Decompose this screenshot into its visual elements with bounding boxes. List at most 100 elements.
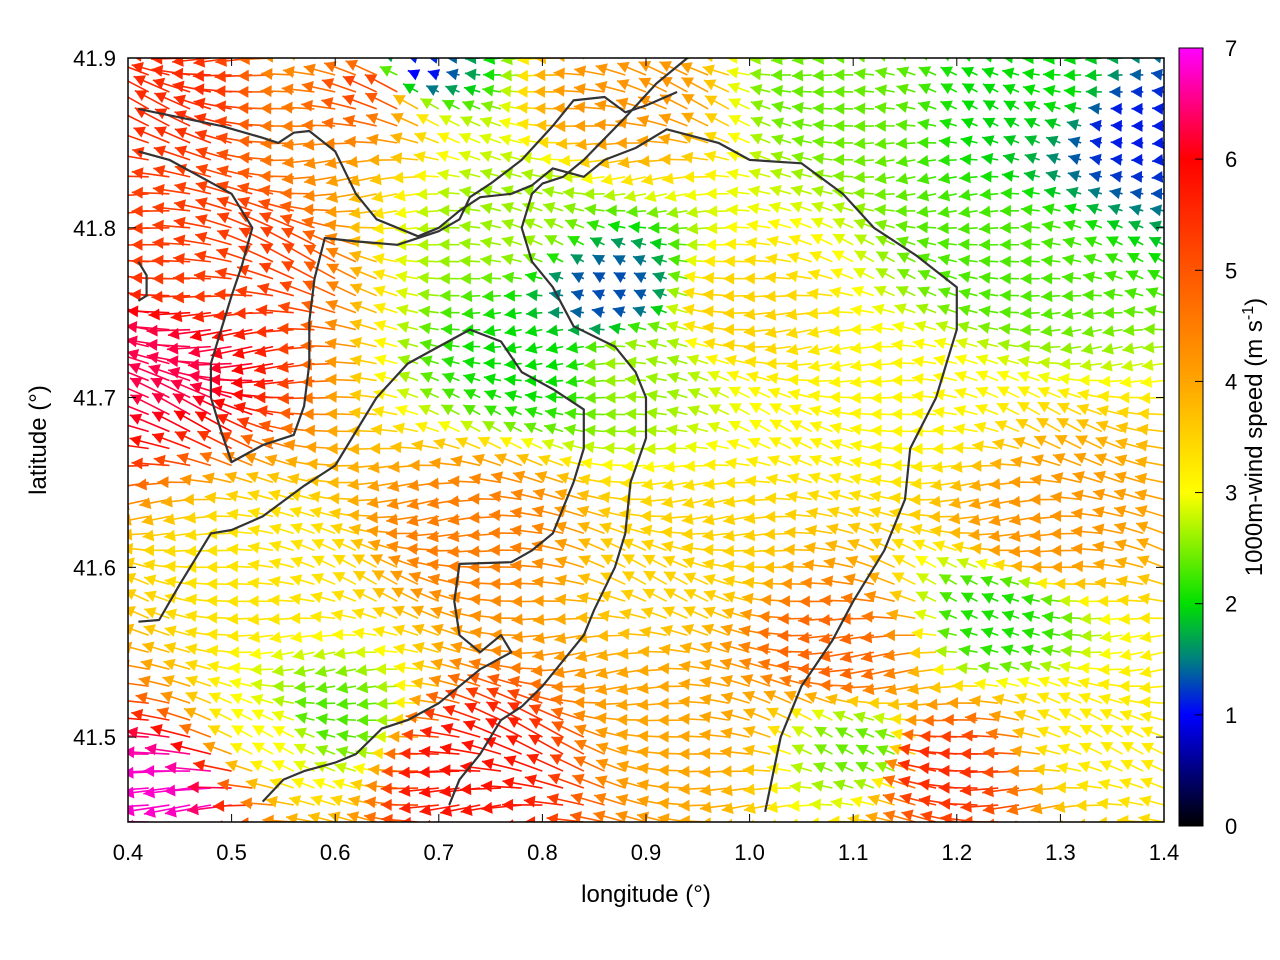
wind-arrow: [251, 709, 274, 721]
wind-arrow: [447, 673, 481, 687]
wind-arrow: [914, 555, 937, 569]
wind-arrow: [482, 290, 502, 303]
wind-arrow: [418, 745, 460, 758]
wind-arrow: [833, 58, 854, 64]
wind-arrow: [678, 678, 709, 691]
wind-arrow: [719, 640, 750, 653]
wind-arrow: [1078, 692, 1103, 704]
wind-arrow: [356, 714, 377, 727]
wind-arrow: [845, 555, 875, 569]
wind-arrow: [829, 375, 854, 388]
wind-arrow: [814, 743, 833, 756]
wind-arrow: [727, 132, 750, 144]
wind-arrow: [1110, 102, 1123, 115]
wind-arrow: [501, 235, 522, 248]
wind-arrow: [584, 391, 605, 404]
wind-arrow: [128, 804, 149, 808]
wind-arrow: [347, 478, 377, 491]
wind-arrow: [995, 677, 1020, 690]
wind-arrow: [969, 695, 999, 708]
wind-arrow: [681, 112, 709, 127]
wind-arrow: [667, 222, 688, 235]
wind-arrow: [393, 189, 419, 202]
wind-arrow: [207, 676, 232, 688]
wind-arrow: [870, 322, 895, 335]
wind-arrow: [374, 337, 398, 349]
wind-arrow: [978, 322, 999, 334]
wind-arrow: [503, 289, 522, 302]
wind-arrow: [803, 541, 833, 554]
wind-arrow: [1101, 342, 1123, 355]
wind-arrow: [1018, 340, 1040, 353]
wind-arrow: [128, 572, 150, 586]
wind-arrow: [766, 801, 792, 814]
wind-arrow: [373, 285, 398, 297]
wind-arrow: [660, 624, 688, 637]
wind-arrow: [469, 473, 502, 485]
wind-arrow: [764, 342, 792, 355]
wind-arrow: [250, 760, 274, 772]
wind-arrow: [592, 254, 606, 266]
wind-arrow: [1076, 780, 1102, 792]
wind-arrow: [720, 674, 750, 687]
wind-arrow: [1000, 187, 1019, 200]
wind-arrow: [215, 413, 253, 433]
wind-arrow: [393, 661, 419, 674]
wind-arrow: [593, 792, 626, 806]
wind-arrow: [238, 227, 274, 246]
wind-arrow: [771, 84, 792, 97]
contour-line: [138, 90, 678, 464]
wind-arrow: [152, 237, 191, 250]
wind-arrow: [1061, 289, 1082, 302]
wind-arrow: [1057, 387, 1082, 400]
wind-arrow: [525, 358, 543, 371]
wind-arrow: [829, 343, 854, 356]
wind-arrow: [1092, 540, 1123, 553]
wind-arrow: [633, 289, 647, 301]
wind-arrow: [679, 62, 709, 76]
wind-arrow: [528, 717, 564, 738]
wind-arrow: [399, 747, 439, 760]
wind-arrow: [981, 592, 999, 604]
wind-arrow: [483, 373, 502, 386]
wind-arrow: [128, 320, 170, 333]
wind-arrow: [1079, 646, 1102, 659]
wind-arrow: [1050, 510, 1082, 523]
wind-arrow: [440, 404, 460, 416]
wind-arrow: [199, 451, 232, 467]
wind-arrow: [479, 133, 502, 145]
colorbar-tick-label: 3: [1225, 481, 1237, 506]
x-tick-label: 0.6: [320, 840, 351, 865]
wind-arrow: [930, 478, 957, 491]
wind-arrow: [480, 219, 502, 232]
wind-arrow: [483, 341, 502, 354]
wind-arrow: [1057, 373, 1082, 385]
wind-arrow: [268, 575, 294, 588]
wind-arrow: [224, 471, 253, 484]
wind-arrow: [381, 765, 419, 778]
wind-arrow: [973, 421, 999, 434]
wind-arrow: [857, 58, 874, 63]
wind-arrow: [353, 58, 356, 59]
wind-arrow: [128, 528, 149, 541]
wind-arrow: [666, 371, 688, 384]
wind-arrow: [420, 355, 440, 367]
wind-arrow: [442, 704, 481, 721]
wind-arrow: [184, 511, 211, 524]
wind-arrow: [1130, 85, 1144, 98]
wind-arrow: [720, 692, 750, 704]
wind-arrow: [335, 665, 357, 677]
wind-arrow: [531, 522, 564, 535]
wind-arrow: [1071, 542, 1102, 555]
wind-arrow: [324, 318, 357, 331]
wind-arrow: [1122, 324, 1144, 337]
wind-arrow: [723, 513, 750, 526]
wind-arrow: [290, 631, 315, 643]
wind-arrow: [386, 497, 419, 510]
wind-arrow: [958, 222, 978, 235]
wind-arrow: [1022, 186, 1040, 199]
wind-arrow: [185, 821, 191, 822]
wind-arrow: [1058, 708, 1082, 721]
wind-arrow: [938, 764, 978, 777]
wind-arrow: [480, 100, 502, 113]
